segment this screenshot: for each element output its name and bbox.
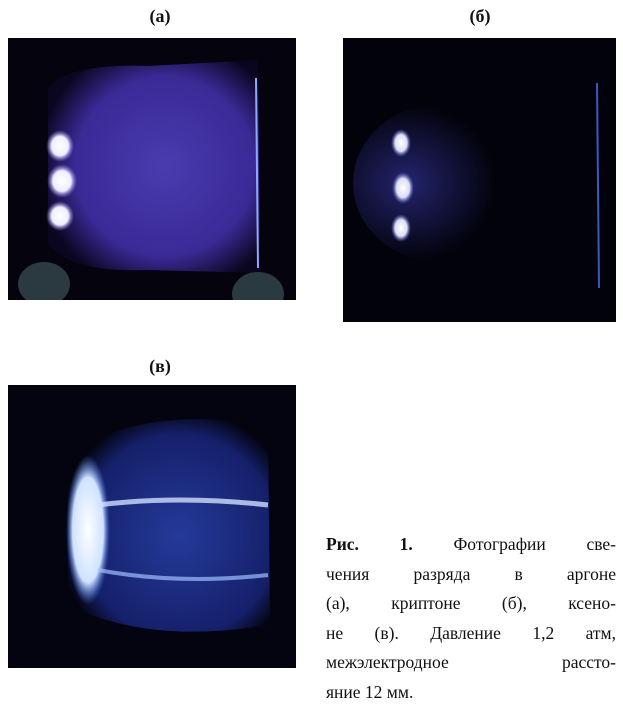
panel-label: (в) xyxy=(110,356,210,377)
caption-line: Рис. 1. Фотографии све- xyxy=(326,530,616,560)
panel-label: (а) xyxy=(110,6,210,27)
caption-line: чения разряда в аргоне xyxy=(326,560,616,590)
caption-line: не (в). Давление 1,2 атм, xyxy=(326,619,616,649)
page: (а) (б) (в) Рис. 1. Фотографии све- чени… xyxy=(0,0,623,668)
photo-argon xyxy=(8,38,296,300)
caption-text: Фотографии све- xyxy=(453,534,616,554)
photo-xenon xyxy=(8,385,296,668)
panel-label: (б) xyxy=(430,6,530,27)
caption-line: межэлектродное рассто- xyxy=(326,648,616,678)
caption-label: Рис. 1. xyxy=(326,534,413,554)
caption-line: яние 12 мм. xyxy=(326,678,616,707)
photo-krypton xyxy=(343,38,616,322)
caption-line: (а), криптоне (б), ксено- xyxy=(326,589,616,619)
caption: Рис. 1. Фотографии све- чения разряда в … xyxy=(326,530,616,707)
